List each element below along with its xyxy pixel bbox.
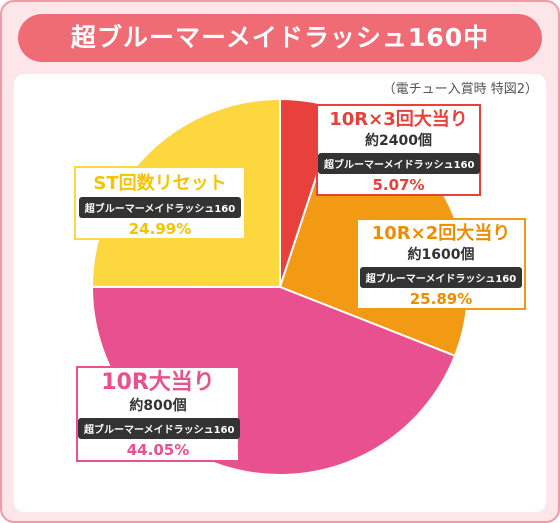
label-slice-10r: 10R大当り 約800個 超ブルーマーメイドラッシュ160 44.05% <box>76 366 241 462</box>
slice-count: 約2400個 <box>365 132 432 149</box>
slice-label: 10R大当り <box>101 370 215 395</box>
slice-count: 約1600個 <box>407 246 475 263</box>
label-slice-st-reset: ST回数リセット 超ブルーマーメイドラッシュ160 24.99% <box>74 166 246 240</box>
slice-machine-tag: 超ブルーマーメイドラッシュ160 <box>78 196 242 218</box>
slice-percent: 5.07% <box>372 175 425 194</box>
chart-title: 超ブルーマーメイドラッシュ160中 <box>18 14 542 62</box>
slice-machine-tag: 超ブルーマーメイドラッシュ160 <box>359 266 523 288</box>
slice-percent: 44.05% <box>126 441 190 460</box>
label-slice-10r-x2: 10R×2回大当り 約1600個 超ブルーマーメイドラッシュ160 25.89% <box>356 218 526 310</box>
label-slice-10r-x3: 10R×3回大当り 約2400個 超ブルーマーメイドラッシュ160 5.07% <box>316 104 481 196</box>
slice-percent: 24.99% <box>128 219 192 238</box>
chart-note: （電チュー入賞時 特図2） <box>382 82 538 97</box>
slice-count: 約800個 <box>129 398 187 415</box>
slice-label: 10R×3回大当り <box>329 109 468 130</box>
slice-label: 10R×2回大当り <box>371 223 511 244</box>
slice-percent: 25.89% <box>409 289 473 308</box>
slice-machine-tag: 超ブルーマーメイドラッシュ160 <box>78 418 241 440</box>
slice-label: ST回数リセット <box>93 173 227 194</box>
slice-machine-tag: 超ブルーマーメイドラッシュ160 <box>318 152 481 174</box>
